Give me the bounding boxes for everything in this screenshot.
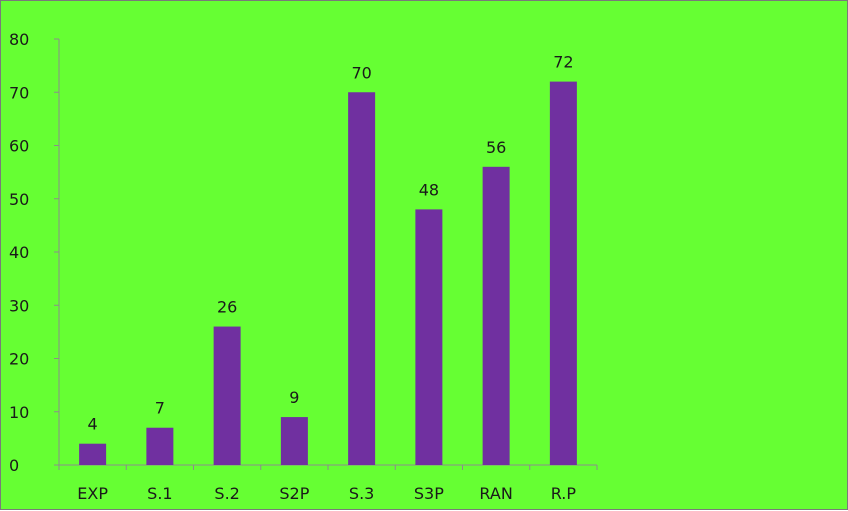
bar-value-label: 70 [351, 63, 371, 82]
x-category-label: S.3 [349, 484, 374, 503]
bar-value-label: 48 [419, 180, 439, 199]
bar [415, 209, 443, 465]
bar-value-label: 56 [486, 138, 506, 157]
x-category-label: S.2 [214, 484, 239, 503]
bar-value-label: 72 [553, 53, 573, 72]
axes [58, 39, 597, 466]
y-tick-label: 50 [9, 190, 29, 209]
bar [549, 81, 577, 465]
bar [79, 443, 107, 465]
bar [280, 417, 308, 465]
bar [482, 166, 510, 466]
y-tick-label: 30 [9, 296, 29, 315]
data-labels: 4 7 26 9 70 48 56 72 [88, 53, 574, 434]
x-category-label: S.1 [147, 484, 172, 503]
bar-value-label: 9 [289, 388, 299, 407]
x-category-label: R.P [551, 484, 577, 503]
x-category-label: RAN [479, 484, 512, 503]
y-tick-label: 0 [9, 456, 19, 475]
bar [213, 326, 241, 465]
y-axis-ticks: 0 10 20 30 40 50 60 70 80 [9, 30, 59, 475]
bars [79, 81, 577, 466]
bar [146, 427, 174, 465]
bar-value-label: 26 [217, 298, 237, 317]
y-tick-label: 20 [9, 350, 29, 369]
bar-value-label: 7 [155, 399, 165, 418]
y-tick-label: 40 [9, 243, 29, 262]
y-tick-label: 10 [9, 403, 29, 422]
x-category-label: S2P [279, 484, 309, 503]
x-category-label: S3P [414, 484, 444, 503]
y-tick-label: 70 [9, 83, 29, 102]
y-tick-label: 60 [9, 137, 29, 156]
x-axis-ticks: EXP S.1 S.2 S2P S.3 S3P RAN R.P [58, 465, 598, 503]
y-tick-label: 80 [9, 30, 29, 49]
bar-value-label: 4 [88, 415, 98, 434]
bar [348, 92, 376, 465]
x-category-label: EXP [77, 484, 108, 503]
